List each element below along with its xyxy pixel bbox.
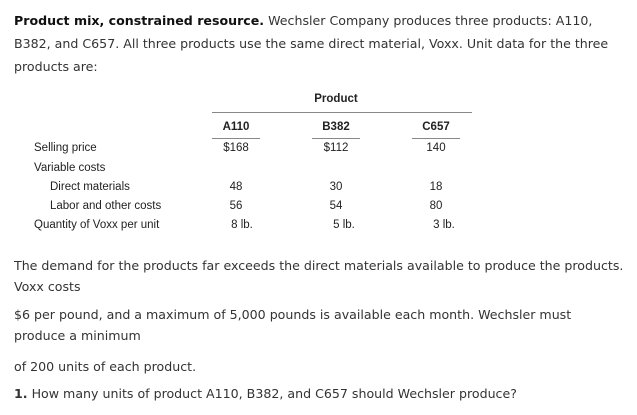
product-data-table: Product A110 B382 C657 Selling price $16… — [34, 88, 504, 248]
problem-intro-text: Wechsler Company produces three products… — [14, 13, 609, 74]
cell-direct-materials-c657: 18 — [429, 181, 443, 193]
cell-direct-materials-a110: 48 — [229, 181, 243, 193]
question-1: 1. How many units of product A110, B382,… — [14, 383, 624, 404]
cell-labor-other-a110: 56 — [229, 200, 243, 212]
question-text: How many units of product A110, B382, an… — [31, 386, 517, 401]
column-header-b382: B382 — [322, 121, 350, 133]
product-group-header: Product — [314, 93, 358, 105]
column-rule-c657 — [412, 138, 460, 139]
cell-labor-other-c657: 80 — [429, 200, 443, 212]
row-label-direct-materials: Direct materials — [50, 181, 130, 193]
column-header-a110: A110 — [222, 121, 250, 133]
cell-selling-price-c657: 140 — [426, 142, 446, 154]
cell-voxx-quantity-a110: 8 lb. — [231, 219, 253, 231]
problem-intro: Product mix, constrained resource. Wechs… — [14, 9, 624, 78]
cell-labor-other-b382: 54 — [329, 200, 343, 212]
cost-paragraph: $6 per pound, and a maximum of 5,000 pou… — [14, 307, 572, 343]
cell-selling-price-b382: $112 — [323, 142, 349, 154]
column-header-c657: C657 — [422, 121, 450, 133]
row-label-voxx-quantity: Quantity of Voxx per unit — [34, 219, 160, 231]
cell-selling-price-a110: $168 — [223, 142, 249, 154]
cell-direct-materials-b382: 30 — [329, 181, 343, 193]
minimum-paragraph: of 200 units of each product. — [14, 359, 197, 374]
row-label-variable-costs: Variable costs — [34, 162, 106, 174]
row-label-selling-price: Selling price — [34, 142, 97, 154]
column-rule-b382 — [312, 138, 360, 139]
header-rule — [212, 112, 472, 113]
question-number: 1. — [14, 386, 28, 401]
column-rule-a110 — [212, 138, 260, 139]
demand-paragraph: The demand for the products far exceeds … — [14, 258, 624, 294]
cell-voxx-quantity-b382: 5 lb. — [333, 219, 355, 231]
problem-title: Product mix, constrained resource. — [14, 13, 265, 28]
row-label-labor-other: Labor and other costs — [50, 200, 162, 212]
cell-voxx-quantity-c657: 3 lb. — [433, 219, 455, 231]
